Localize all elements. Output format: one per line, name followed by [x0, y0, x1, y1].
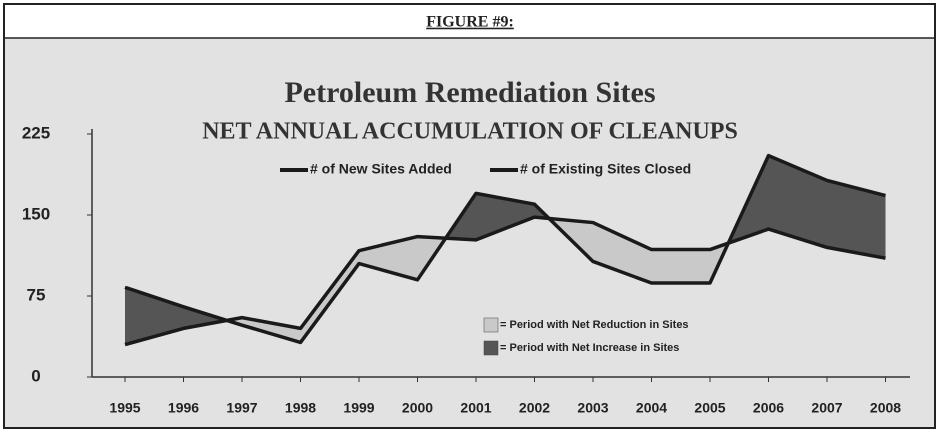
x-tick-label: 2005 — [694, 400, 725, 416]
x-tick-label: 2001 — [460, 400, 491, 416]
band-fill — [183, 306, 227, 329]
band-fill — [651, 249, 710, 284]
x-tick-label: 1999 — [343, 400, 374, 416]
series-line — [124, 153, 886, 345]
fill-legend-swatch — [483, 340, 499, 356]
series-line — [124, 215, 886, 347]
y-tick-label: 225 — [22, 123, 50, 142]
legend-label: # of Existing Sites Closed — [520, 161, 691, 177]
band-fill — [593, 222, 652, 284]
x-tick-label: 1998 — [285, 400, 316, 416]
chart-title: Petroleum Remediation Sites — [284, 76, 655, 109]
band-fill — [476, 193, 535, 240]
fill-legend-label: = Period with Net Increase in Sites — [500, 342, 679, 354]
legend-label: # of New Sites Added — [310, 161, 452, 177]
x-tick-label: 2006 — [753, 400, 784, 416]
header-band — [5, 5, 934, 38]
y-tick-label: 0 — [31, 366, 40, 385]
band-fill — [827, 180, 886, 259]
x-tick-label: 2008 — [870, 400, 901, 416]
fill-legend-swatch — [483, 317, 499, 333]
header: FIGURE #9: — [426, 14, 514, 31]
y-tick-label: 75 — [27, 285, 46, 304]
band-fill — [300, 250, 359, 343]
fill-legend-label: = Period with Net Reduction in Sites — [500, 319, 689, 331]
x-tick-label: 2003 — [577, 400, 608, 416]
y-tick-label: 150 — [22, 204, 50, 223]
band-fill — [768, 155, 827, 248]
band-fill — [125, 287, 184, 345]
band-fill — [242, 317, 301, 343]
x-tick-label: 2000 — [402, 400, 433, 416]
x-tick-label: 1995 — [109, 400, 140, 416]
x-tick-label: 2007 — [811, 400, 842, 416]
chart-subtitle: NET ANNUAL ACCUMULATION OF CLEANUPS — [202, 119, 738, 145]
x-tick-label: 2002 — [519, 400, 550, 416]
x-tick-label: 1996 — [168, 400, 199, 416]
x-tick-label: 2004 — [636, 400, 667, 416]
x-tick-label: 1997 — [226, 400, 257, 416]
